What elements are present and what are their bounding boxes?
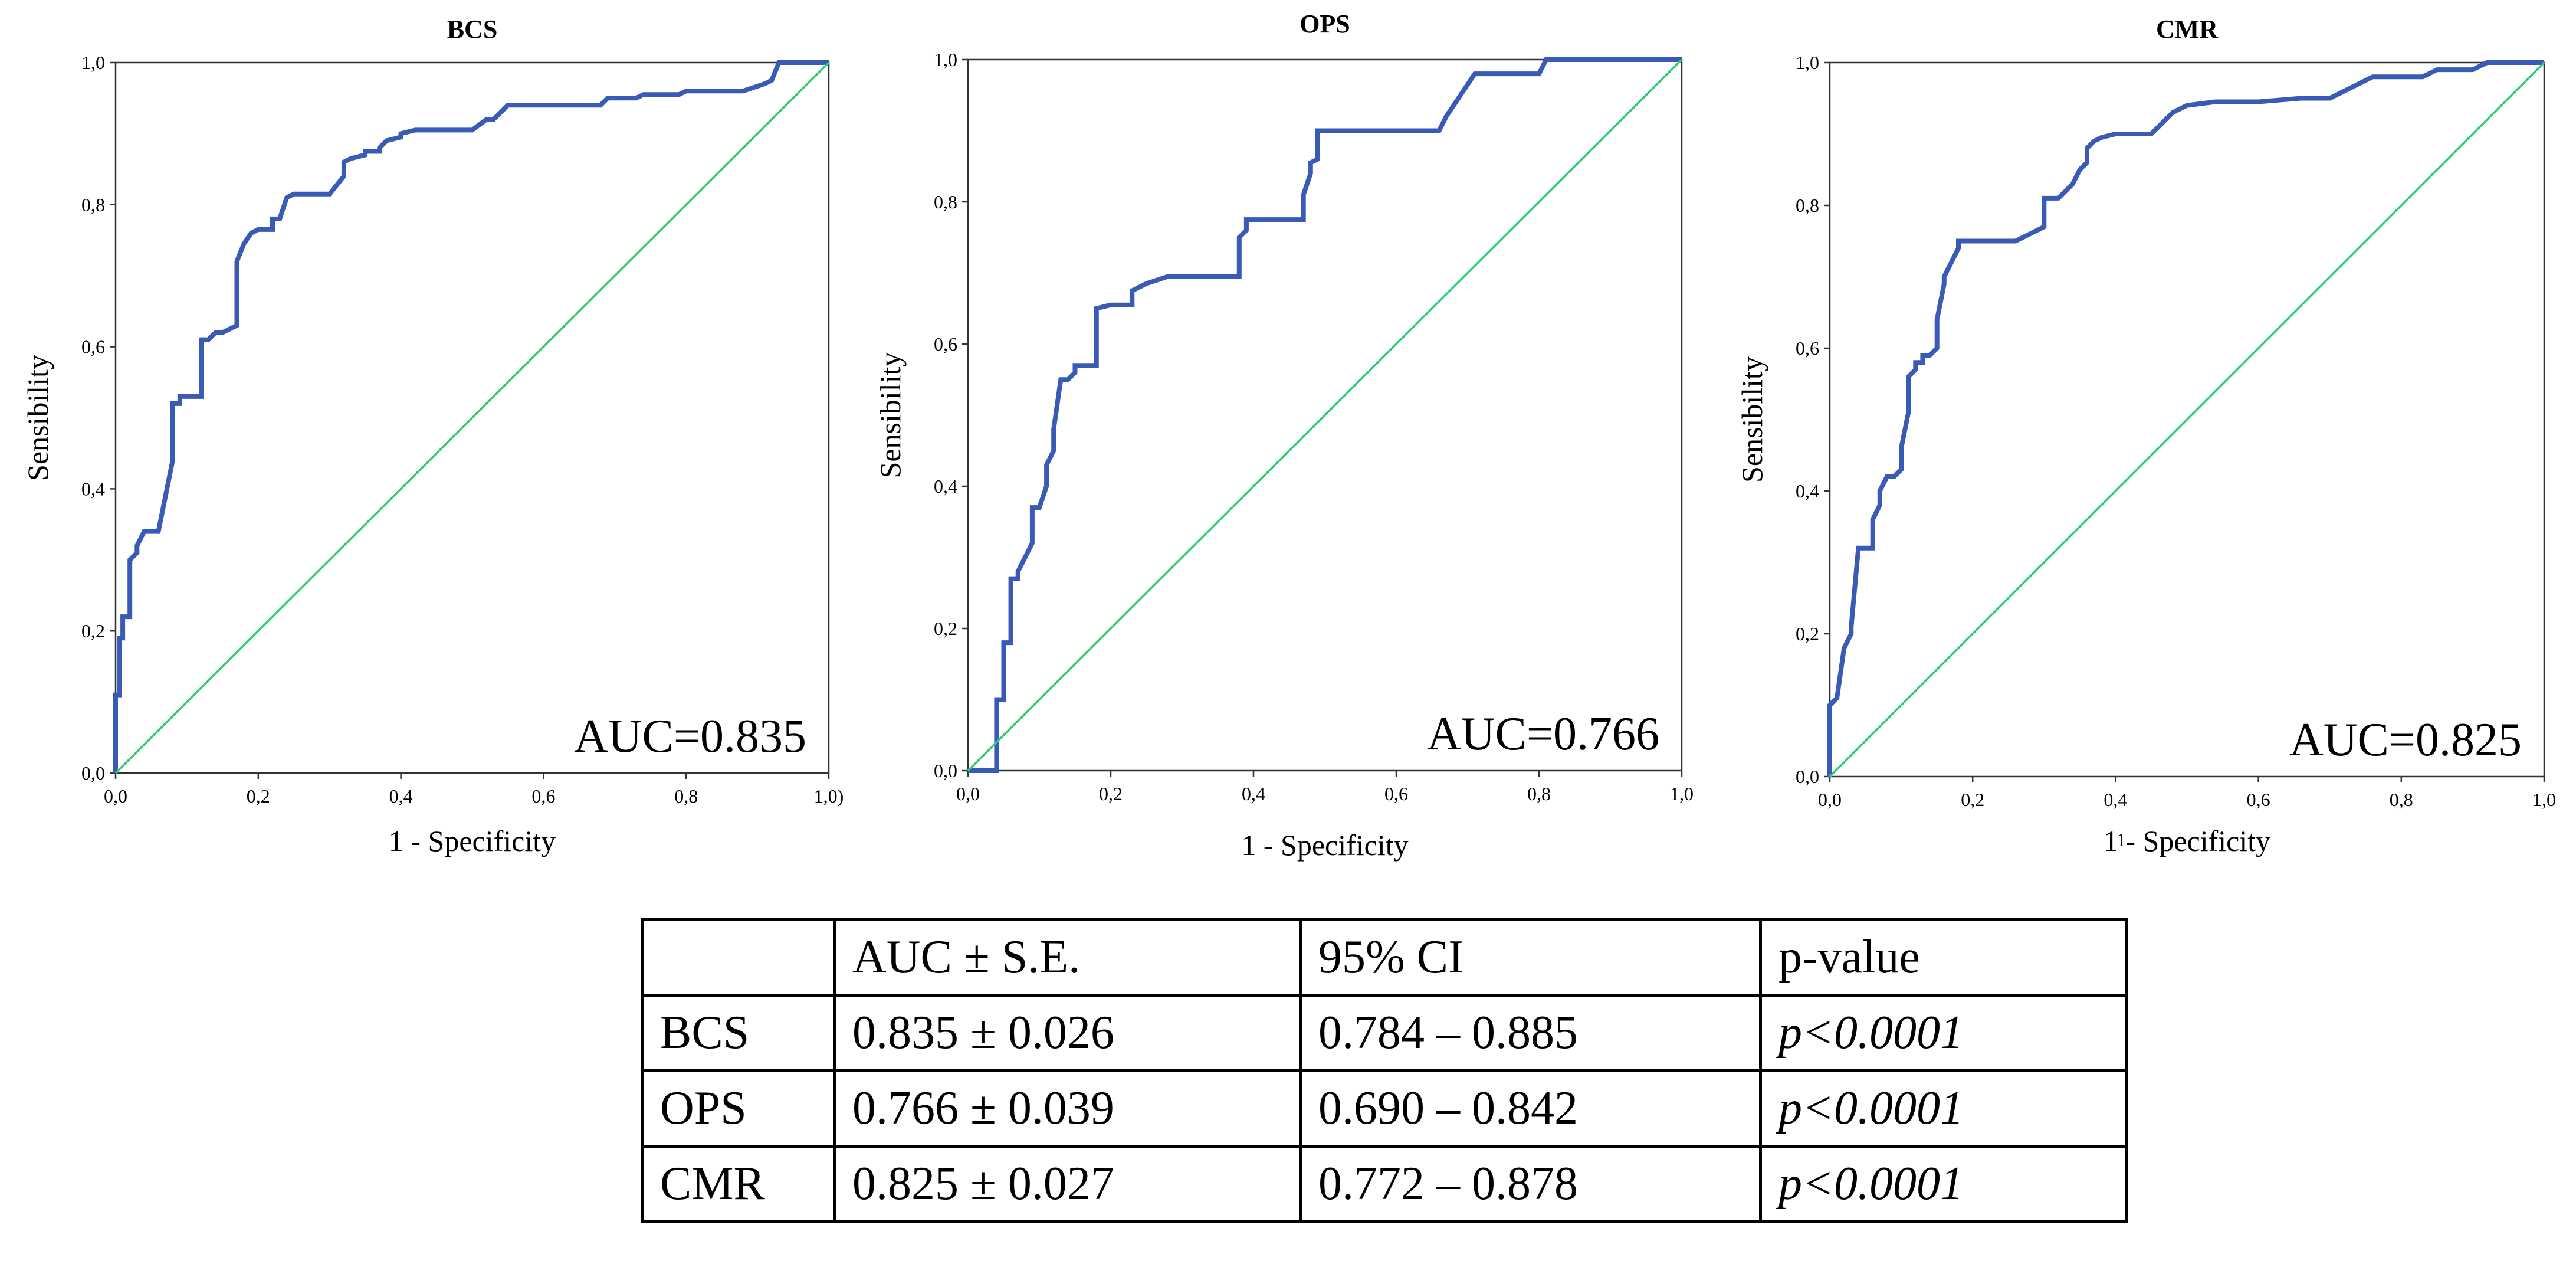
plot-frame [114, 61, 830, 774]
x-tick-label: 0,8 [674, 785, 698, 807]
x-tick-label: 0,6 [2247, 789, 2270, 810]
x-tick-label: 0,6 [531, 785, 555, 807]
y-tick-label: 0,4 [934, 476, 957, 497]
roc-chart-bcs: BCS 0,0 0,2 0,4 0,6 0,8 1,0) 0,0 0,2 0,4 0,6 0,8 1,0… [21, 15, 844, 857]
table-header-cell: 95% CI [1299, 918, 1762, 997]
table-cell: p<0.0001 [1759, 1069, 2128, 1148]
x-tick-label: 0,4 [389, 785, 413, 807]
y-tick-label: 1,0 [81, 52, 105, 73]
y-tick-label: 0,2 [1796, 623, 1819, 644]
roc-charts-figure: BCS 0,0 0,2 0,4 0,6 0,8 1,0) 0,0 0,2 0,4 0,6 0,8 1,0… [21, 9, 2556, 862]
x-tick-label: 1,0 [1670, 783, 1694, 804]
y-tick-label: 0,6 [934, 333, 957, 355]
table-cell: BCS [641, 994, 836, 1072]
y-tick-label: 0,4 [1796, 480, 1819, 502]
table-cell: OPS [641, 1069, 836, 1148]
roc-chart-cmr: CMR 0,0 0,2 0,4 0,6 0,8 1,0 0,0 0,2 0,4 0,6 0,8 1,0 A… [1735, 15, 2556, 857]
y-tick-label: 0,8 [934, 191, 957, 212]
y-axis-label: Sensibility [874, 352, 907, 479]
table-header-cell: AUC ± S.E. [833, 918, 1302, 997]
chart-title: OPS [1300, 9, 1350, 38]
table-cell: 0.825 ± 0.027 [833, 1145, 1302, 1223]
x-tick-label: 0,2 [1099, 783, 1123, 804]
y-tick-label: 0,6 [1796, 338, 1819, 359]
x-tick-label: 0,8 [2390, 789, 2413, 810]
roc-curve [1827, 60, 2544, 777]
x-tick-label: 0,4 [1242, 783, 1265, 804]
y-tick-label: 0,2 [81, 620, 105, 641]
auc-results-table: AUC ± S.E. 95% CI p-value BCS 0.835 ± 0.… [641, 918, 2128, 1223]
y-tick-label: 0,0 [81, 762, 105, 784]
y-tick-label: 0,0 [1796, 766, 1819, 787]
x-tick-label: 1,0) [814, 785, 844, 807]
reference-diagonal-line [967, 58, 1683, 772]
table-cell: 0.766 ± 0.039 [833, 1069, 1302, 1148]
table-header-cell [641, 918, 836, 997]
y-axis-label: Sensibility [1735, 356, 1768, 483]
roc-chart-ops: OPS 0,0 0,2 0,4 0,6 0,8 1,0 0,0 0,2 0,4 0,6 0,8 1,0 A… [874, 9, 1694, 862]
table-row: CMR 0.825 ± 0.027 0.772 – 0.878 p<0.0001 [641, 1145, 2128, 1223]
y-tick-label: 0,8 [1796, 195, 1819, 216]
table-cell: p<0.0001 [1759, 994, 2128, 1072]
roc-curve [113, 60, 829, 773]
table-cell: p<0.0001 [1759, 1145, 2128, 1223]
y-tick-label: 0,2 [934, 618, 957, 639]
y-tick-label: 1,0 [1796, 52, 1819, 73]
x-tick-label: 1,0 [2532, 789, 2556, 810]
y-tick-label: 0,0 [934, 760, 957, 781]
auc-annotation: AUC=0.835 [574, 710, 806, 762]
table-row: BCS 0.835 ± 0.026 0.784 – 0.885 p<0.0001 [641, 994, 2128, 1072]
auc-annotation: AUC=0.825 [2289, 714, 2522, 766]
plot-frame [967, 58, 1683, 772]
x-axis-label: 1 - Specificity [2104, 824, 2270, 857]
plot-frame [1829, 61, 2545, 778]
x-axis-label: 1 - Specificity [389, 824, 556, 857]
table-cell: 0.835 ± 0.026 [833, 994, 1302, 1072]
y-tick-label: 0,8 [81, 194, 105, 215]
table-row: OPS 0.766 ± 0.039 0.690 – 0.842 p<0.0001 [641, 1069, 2128, 1148]
table-cell: 0.690 – 0.842 [1299, 1069, 1762, 1148]
x-tick-label: 0,0 [104, 785, 127, 807]
chart-title: CMR [2156, 15, 2219, 44]
x-tick-label: 0,0 [1818, 789, 1842, 810]
y-axis-label: Sensibility [21, 355, 54, 481]
x-tick-label: 0,2 [1961, 789, 1984, 810]
stray-axis-mark: 1 [2116, 829, 2126, 850]
auc-annotation: AUC=0.766 [1427, 708, 1659, 760]
x-tick-label: 0,2 [247, 785, 270, 807]
reference-diagonal-line [1829, 61, 2545, 778]
y-tick-label: 0,6 [81, 336, 105, 358]
table-header-cell: p-value [1759, 918, 2128, 997]
x-axis-label: 1 - Specificity [1241, 829, 1408, 862]
x-tick-label: 0,8 [1527, 783, 1551, 804]
x-tick-label: 0,6 [1384, 783, 1408, 804]
y-tick-label: 1,0 [934, 49, 957, 70]
y-tick-label: 0,4 [81, 478, 105, 499]
table-header-row: AUC ± S.E. 95% CI p-value [641, 918, 2128, 997]
x-tick-label: 0,4 [2104, 789, 2127, 810]
roc-curve [968, 57, 1682, 773]
table-cell: 0.784 – 0.885 [1299, 994, 1762, 1072]
table-cell: 0.772 – 0.878 [1299, 1145, 1762, 1223]
chart-title: BCS [447, 15, 498, 44]
reference-diagonal-line [114, 61, 830, 774]
x-tick-label: 0,0 [956, 783, 980, 804]
table-cell: CMR [641, 1145, 836, 1223]
